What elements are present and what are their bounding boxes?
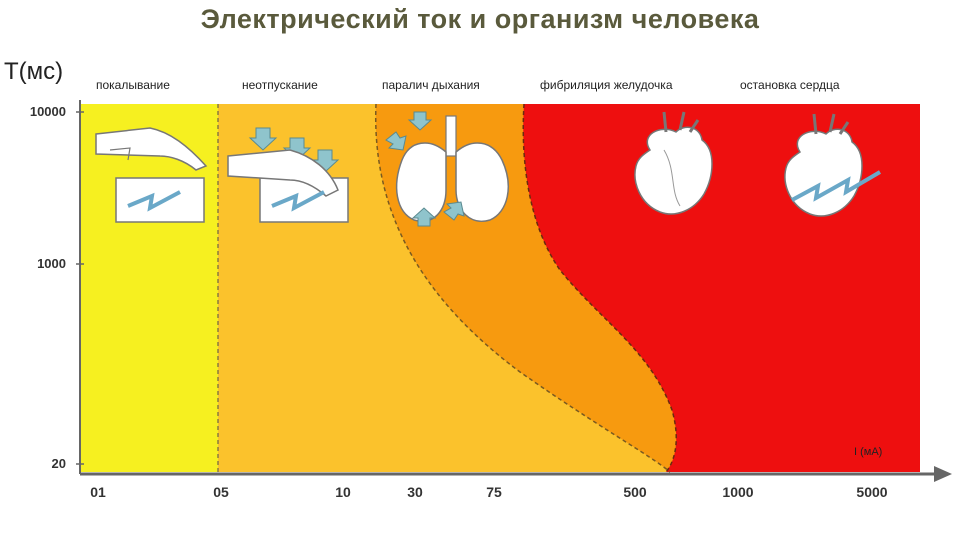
zone-label-fibrillation: фибриляция желудочка <box>540 78 673 92</box>
hand-touch-icon <box>95 127 208 223</box>
y-tick-label: 10000 <box>29 104 66 119</box>
hand-grip-icon <box>227 127 349 223</box>
x-tick-label: 30 <box>407 484 423 500</box>
y-tick-label: 1000 <box>37 256 66 271</box>
x-tick-label: 1000 <box>722 484 754 500</box>
x-tick-label: 5000 <box>856 484 888 500</box>
x-tick-label: 10 <box>335 484 351 500</box>
zone-label-breathing-paralysis: паралич дыхания <box>382 78 480 92</box>
x-tick-label: 05 <box>213 484 229 500</box>
x-tick-label: 500 <box>623 484 647 500</box>
x-axis-unit-label: I (мА) <box>854 446 883 458</box>
x-axis-arrow-icon <box>934 466 952 482</box>
zone-label-tingling: покалывание <box>96 78 170 92</box>
y-axis-label: Т(мс) <box>4 58 64 85</box>
page-title: Электрический ток и организм человека <box>200 4 760 34</box>
zone-label-no-release: неотпускание <box>242 78 318 92</box>
lungs-icon <box>385 111 509 227</box>
heart-shock-icon <box>784 113 882 217</box>
boundary-line-2 <box>374 103 671 473</box>
heart-icon <box>634 111 713 215</box>
x-tick-label: 01 <box>90 484 106 500</box>
y-tick-label: 20 <box>51 456 66 471</box>
zone-label-cardiac-arrest: остановка сердца <box>740 78 840 92</box>
boundary-line-3 <box>522 103 677 473</box>
x-tick-label: 75 <box>486 484 502 500</box>
